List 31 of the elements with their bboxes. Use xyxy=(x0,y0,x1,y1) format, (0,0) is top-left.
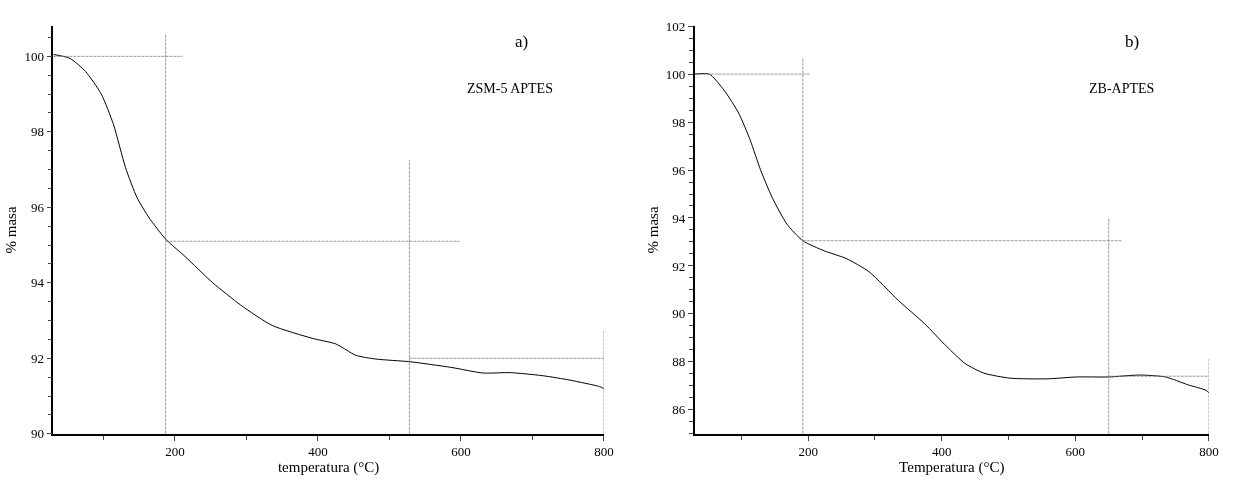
x-tick-label: 800 xyxy=(594,444,614,460)
y-tick-label: 98 xyxy=(672,114,686,130)
annotation: b) xyxy=(1125,32,1140,51)
x-axis-title: temperatura (°C) xyxy=(277,459,380,477)
y-tick-label: 102 xyxy=(665,18,686,34)
y-axis-title: % masa xyxy=(644,206,661,254)
y-axis-title: % masa xyxy=(3,206,20,254)
x-tick-label: 400 xyxy=(308,444,328,460)
y-tick-label: 96 xyxy=(31,199,45,215)
y-tick-label: 92 xyxy=(31,350,44,366)
x-axis-title: Temperatura (°C) xyxy=(899,459,1005,477)
y-tick-label: 90 xyxy=(672,306,686,322)
x-tick-label: 200 xyxy=(798,444,818,460)
y-tick-label: 100 xyxy=(665,66,686,82)
x-tick-label: 600 xyxy=(451,444,471,460)
x-tick-label: 800 xyxy=(1199,444,1219,460)
y-tick-label: 90 xyxy=(31,426,44,442)
y-tick-label: 86 xyxy=(672,402,686,418)
y-tick-label: 94 xyxy=(31,275,45,291)
x-tick-label: 400 xyxy=(932,444,952,460)
y-tick-label: 98 xyxy=(31,124,44,140)
annotation: a) xyxy=(515,32,529,51)
annotation: ZB-APTES xyxy=(1089,81,1155,96)
y-tick-label: 100 xyxy=(24,48,44,64)
y-tick-label: 88 xyxy=(672,354,686,370)
y-tick-label: 94 xyxy=(672,210,686,226)
y-tick-label: 92 xyxy=(672,258,686,274)
annotation: ZSM-5 APTES xyxy=(467,81,553,96)
x-tick-label: 600 xyxy=(1065,444,1086,460)
x-tick-label: 200 xyxy=(165,444,185,460)
y-tick-label: 96 xyxy=(672,162,686,178)
